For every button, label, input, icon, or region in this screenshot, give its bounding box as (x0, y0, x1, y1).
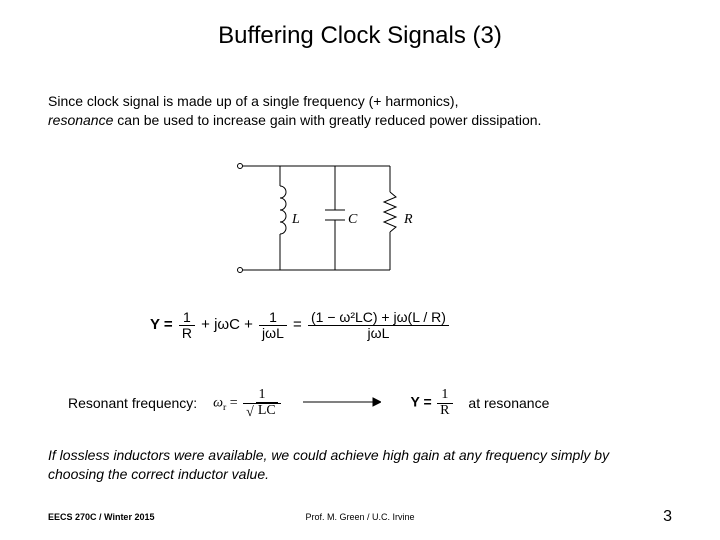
frac-1jwl-num: 1 (259, 310, 287, 325)
frac-1r-num: 1 (179, 310, 195, 325)
implies-arrow (301, 395, 381, 412)
admittance-equation: Y = 1 R + jωC + 1 jωL = (1 − ω²LC) + jω(… (150, 310, 451, 340)
at-resonance-label: at resonance (468, 395, 549, 411)
frac-wr-den: LC (243, 403, 281, 419)
intro-line1: Since clock signal is made up of a singl… (48, 93, 458, 109)
frac-big-den: jωL (308, 325, 449, 341)
frac-1jwl-den: jωL (259, 325, 287, 341)
frac-big-num: (1 − ω²LC) + jω(L / R) (308, 310, 449, 325)
label-c: C (348, 212, 357, 228)
frac-1r2-num: 1 (437, 388, 452, 403)
resonant-freq-eq: ωr = 1 LC (213, 388, 283, 418)
frac-1r2-den: R (437, 403, 452, 419)
res-eqsign: = (230, 395, 238, 410)
eq-plus1: + jωC + (201, 316, 253, 333)
closing-text: If lossless inductors were available, we… (48, 446, 668, 484)
eq-equals: = (293, 316, 302, 333)
frac-1r: 1 R (179, 310, 195, 340)
page-title: Buffering Clock Signals (3) (0, 22, 720, 50)
frac-1r-den: R (179, 325, 195, 341)
resonance-row: Resonant frequency: ωr = 1 LC Y = 1 R at… (68, 388, 668, 418)
lcr-circuit-diagram: L C R (230, 148, 450, 288)
circuit-svg (230, 148, 450, 288)
page-number: 3 (663, 508, 672, 526)
intro-text: Since clock signal is made up of a singl… (48, 92, 668, 130)
frac-1r2: 1 R (437, 388, 452, 418)
intro-line2b: can be used to increase gain with greatl… (113, 112, 541, 128)
y-at-resonance: Y = 1 R (411, 388, 455, 418)
frac-wr-num: 1 (243, 388, 281, 403)
label-l: L (292, 212, 300, 228)
omega: ω (213, 395, 223, 410)
frac-big: (1 − ω²LC) + jω(L / R) jωL (308, 310, 449, 340)
resonant-freq-label: Resonant frequency: (68, 395, 197, 411)
frac-1jwl: 1 jωL (259, 310, 287, 340)
label-r: R (404, 212, 413, 228)
eq-y: Y = (150, 316, 173, 333)
sqrt-lc: LC (256, 402, 278, 418)
intro-resonance: resonance (48, 112, 113, 128)
y-label: Y = (411, 393, 432, 409)
omega-sub: r (223, 402, 226, 413)
footer-center: Prof. M. Green / U.C. Irvine (0, 512, 720, 522)
frac-wr: 1 LC (243, 388, 281, 418)
